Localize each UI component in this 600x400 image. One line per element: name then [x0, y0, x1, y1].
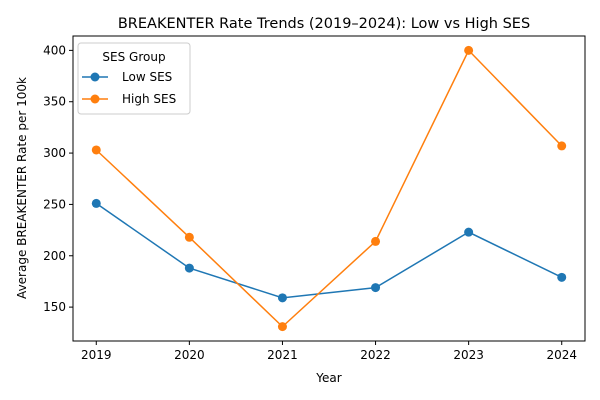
data-point-low-ses-2023: [464, 227, 474, 237]
y-tick-label-150: 150: [43, 300, 66, 314]
y-tick-label-200: 200: [43, 249, 66, 263]
data-point-low-ses-2019: [91, 198, 101, 208]
legend-frame: [77, 42, 191, 115]
x-tick-label-2023: 2023: [453, 348, 484, 362]
data-point-low-ses-2022: [371, 283, 381, 293]
legend-marker-low-ses: [90, 72, 100, 82]
legend: SES Group Low SES High SES: [77, 42, 191, 115]
x-axis: 2019 2020 2021 2022 2023 2024: [81, 341, 577, 362]
legend-label-low-ses: Low SES: [122, 70, 172, 84]
legend-title: SES Group: [102, 50, 165, 64]
series-line-low-ses: [95, 202, 563, 299]
data-point-high-ses-2020: [184, 232, 194, 242]
y-tick-label-350: 350: [43, 95, 66, 109]
x-tick-label-2024: 2024: [546, 348, 577, 362]
series-layer: [91, 45, 567, 332]
data-point-high-ses-2021: [277, 322, 287, 332]
y-tick-label-250: 250: [43, 197, 66, 211]
y-axis-label: Average BREAKENTER Rate per 100k: [15, 77, 29, 299]
plot-area: [72, 35, 586, 342]
legend-marker-high-ses: [90, 94, 100, 104]
x-axis-label: Year: [315, 371, 341, 385]
data-point-low-ses-2021: [277, 293, 287, 303]
plot-frame: [72, 35, 586, 342]
data-point-low-ses-2024: [557, 272, 567, 282]
data-point-high-ses-2023: [464, 45, 474, 55]
legend-items: Low SES High SES: [82, 70, 176, 106]
chart-title: BREAKENTER Rate Trends (2019–2024): Low …: [118, 16, 530, 32]
x-tick-label-2020: 2020: [174, 348, 205, 362]
y-tick-label-300: 300: [43, 146, 66, 160]
y-tick-label-400: 400: [43, 43, 66, 57]
data-point-low-ses-2020: [184, 263, 194, 273]
data-point-high-ses-2022: [371, 236, 381, 246]
y-axis: 150 200 250 300 350 400: [43, 43, 73, 314]
x-tick-label-2022: 2022: [360, 348, 391, 362]
series-line-high-ses: [95, 49, 563, 328]
data-point-high-ses-2019: [91, 145, 101, 155]
x-tick-label-2021: 2021: [267, 348, 298, 362]
legend-label-high-ses: High SES: [122, 92, 176, 106]
data-point-high-ses-2024: [557, 141, 567, 151]
x-tick-label-2019: 2019: [81, 348, 112, 362]
